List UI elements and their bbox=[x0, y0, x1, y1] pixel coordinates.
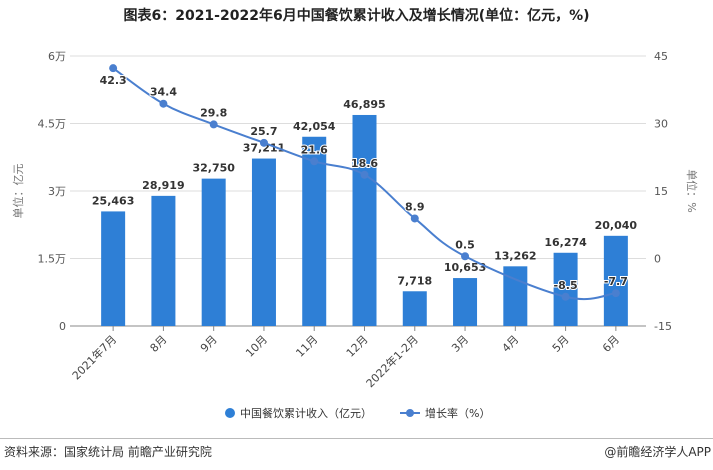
legend-bar-label: 中国餐饮累计收入（亿元） bbox=[240, 406, 372, 420]
x-tick-label: 11月 bbox=[293, 333, 320, 360]
bar bbox=[201, 178, 226, 326]
growth-rate-point bbox=[611, 289, 620, 298]
x-tick-label: 2022年1-2月 bbox=[363, 332, 421, 390]
bar bbox=[151, 195, 176, 326]
brand-label: @前瞻经济学人APP bbox=[604, 445, 711, 459]
growth-rate-point bbox=[209, 120, 218, 129]
growth-rate-point bbox=[410, 214, 419, 223]
x-tick-label: 5月 bbox=[550, 333, 572, 355]
bar bbox=[302, 136, 327, 326]
bar bbox=[101, 211, 126, 326]
left-axis-label: 单位：亿元 bbox=[11, 164, 25, 219]
bar-value-label: 28,919 bbox=[142, 179, 184, 192]
bar-value-label: 37,211 bbox=[243, 142, 285, 155]
left-tick-label: 0 bbox=[59, 320, 66, 333]
right-tick-label: 0 bbox=[654, 253, 661, 266]
x-tick-label: 4月 bbox=[500, 333, 522, 355]
x-tick-label: 10月 bbox=[243, 333, 270, 360]
right-tick-label: 15 bbox=[654, 185, 668, 198]
bar bbox=[453, 278, 478, 326]
legend-line-label: 增长率（%） bbox=[425, 406, 490, 420]
growth-rate-point bbox=[159, 99, 168, 108]
bar-value-label: 25,463 bbox=[92, 194, 134, 207]
growth-rate-label: 0.5 bbox=[455, 238, 475, 251]
growth-rate-line bbox=[112, 67, 617, 301]
footer-divider bbox=[0, 438, 713, 439]
bar-value-label: 32,750 bbox=[192, 162, 235, 175]
growth-rate-label: 18.6 bbox=[351, 157, 378, 170]
right-tick-label: 30 bbox=[654, 118, 668, 131]
legend-line-dot bbox=[406, 409, 414, 417]
x-tick-label: 9月 bbox=[198, 333, 220, 355]
bar bbox=[352, 114, 377, 326]
growth-rate-label: -7.7 bbox=[604, 275, 628, 288]
growth-rate-point bbox=[360, 170, 369, 179]
bar bbox=[402, 291, 427, 326]
x-tick-label: 3月 bbox=[449, 333, 471, 355]
growth-rate-point bbox=[109, 64, 118, 73]
x-tick-label: 6月 bbox=[600, 333, 622, 355]
growth-rate-label: 42.3 bbox=[100, 74, 127, 87]
left-tick-label: 1.5万 bbox=[38, 253, 67, 266]
x-tick-label: 12月 bbox=[344, 333, 371, 360]
growth-rate-label: 29.8 bbox=[200, 106, 227, 119]
bar-value-label: 13,262 bbox=[494, 249, 536, 262]
right-tick-label: -15 bbox=[654, 320, 672, 333]
chart-title: 图表6：2021-2022年6月中国餐饮累计收入及增长情况(单位：亿元，%) bbox=[123, 8, 590, 24]
source-note: 资料来源：国家统计局 前瞻产业研究院 bbox=[4, 445, 212, 459]
bar-value-label: 42,054 bbox=[293, 120, 336, 133]
growth-rate-label: 8.9 bbox=[405, 200, 425, 213]
growth-rate-label: 25.7 bbox=[250, 125, 277, 138]
right-axis-label: 单位：% bbox=[685, 169, 699, 212]
legend-bar-marker bbox=[225, 408, 235, 418]
bar-value-label: 7,718 bbox=[397, 274, 432, 287]
growth-rate-point bbox=[259, 138, 268, 147]
bar-value-label: 46,895 bbox=[343, 98, 385, 111]
bar-value-label: 20,040 bbox=[595, 219, 638, 232]
left-tick-label: 3万 bbox=[48, 185, 66, 198]
bar bbox=[251, 158, 276, 326]
bar bbox=[553, 252, 578, 326]
bar bbox=[603, 235, 628, 326]
bar-value-label: 10,653 bbox=[444, 261, 486, 274]
left-tick-label: 4.5万 bbox=[38, 118, 67, 131]
growth-rate-label: 21.6 bbox=[301, 143, 328, 156]
x-tick-label: 8月 bbox=[148, 333, 170, 355]
growth-rate-point bbox=[461, 252, 470, 261]
growth-rate-point bbox=[561, 292, 570, 301]
growth-rate-label: -8.5 bbox=[554, 279, 578, 292]
growth-rate-label: 34.4 bbox=[150, 86, 177, 99]
left-tick-label: 6万 bbox=[48, 50, 66, 63]
right-tick-label: 45 bbox=[654, 50, 668, 63]
bar-value-label: 16,274 bbox=[544, 236, 587, 249]
x-tick-label: 2021年7月 bbox=[69, 332, 119, 382]
growth-rate-point bbox=[310, 157, 319, 166]
